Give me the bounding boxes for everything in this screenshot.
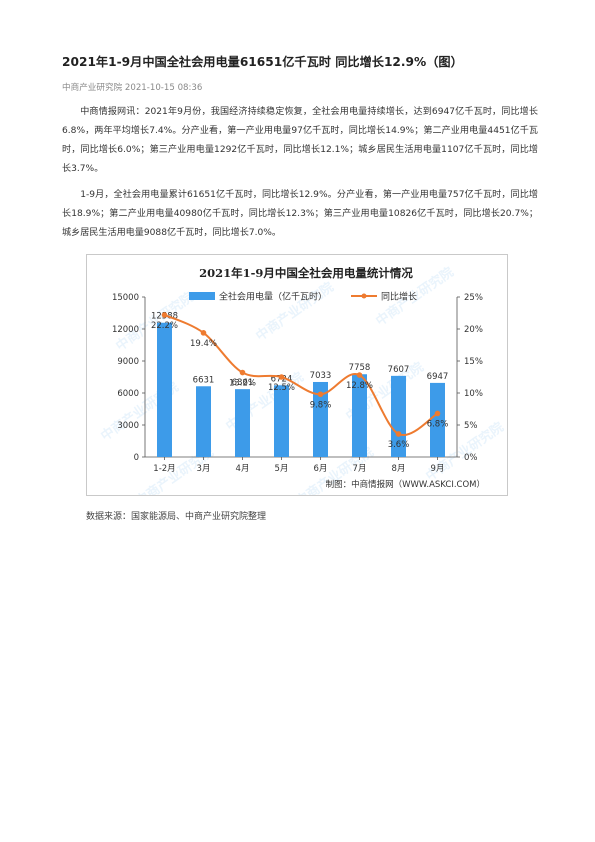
growth-point — [317, 391, 324, 398]
bar — [196, 386, 211, 457]
y-tick-label: 6000 — [117, 389, 139, 399]
bar — [157, 322, 172, 457]
legend-label-line: 同比增长 — [381, 291, 417, 303]
y2-tick-label: 20% — [464, 325, 483, 335]
article-paragraph: 中商情报网讯：2021年9月份，我国经济持续稳定恢复，全社会用电量持续增长，达到… — [62, 107, 538, 174]
x-tick-label: 8月 — [392, 464, 406, 474]
growth-point — [395, 431, 402, 437]
growth-value-label: 3.6% — [388, 440, 410, 450]
y2-tick-label: 5% — [464, 421, 478, 431]
x-tick-label: 5月 — [275, 464, 289, 474]
y-tick-label: 12000 — [112, 325, 139, 335]
growth-value-label: 19.4% — [190, 339, 217, 349]
x-tick-label: 9月 — [431, 464, 445, 474]
legend-swatch-bar — [189, 292, 215, 300]
source-note: 数据来源：国家能源局、中商产业研究院整理 — [86, 512, 267, 522]
bar-value-label: 7033 — [310, 371, 332, 381]
growth-value-label: 22.2% — [151, 321, 178, 331]
bar-value-label: 7607 — [388, 365, 410, 375]
bar — [391, 375, 406, 457]
x-tick-label: 4月 — [236, 464, 250, 474]
bar-value-label: 7758 — [349, 363, 371, 373]
bar-value-label: 6947 — [427, 372, 449, 382]
y-tick-label: 9000 — [117, 357, 139, 367]
x-tick-label: 3月 — [197, 464, 211, 474]
page-title: 2021年1-9月中国全社会用电量61651亿千瓦时 同比增长12.9%（图） — [62, 55, 463, 69]
growth-point — [356, 372, 363, 378]
growth-value-label: 13.2% — [229, 379, 256, 389]
growth-point — [434, 410, 441, 417]
bar-value-label: 6631 — [193, 375, 215, 385]
chart-credit: 制图：中商情报网（WWW.ASKCI.COM） — [326, 479, 485, 490]
growth-point — [200, 330, 207, 336]
y2-tick-label: 15% — [464, 357, 483, 367]
y-tick-label: 3000 — [117, 421, 139, 431]
y2-tick-label: 25% — [464, 293, 483, 303]
legend-marker-line — [361, 293, 367, 299]
watermark: 中商产业研究院 — [253, 279, 337, 344]
growth-value-label: 9.8% — [310, 400, 332, 410]
bar — [430, 382, 445, 457]
chart-title: 2021年1-9月中国全社会用电量统计情况 — [199, 266, 413, 280]
growth-value-label: 6.8% — [427, 419, 449, 429]
x-tick-label: 6月 — [314, 464, 328, 474]
bar — [352, 374, 367, 457]
growth-point — [278, 374, 285, 380]
article-paragraph: 1-9月，全社会用电量累计61651亿千瓦时，同比增长12.9%。分产业看，第一… — [62, 190, 538, 238]
chart: 中商产业研究院 中商产业研究院 中商产业研究院 中商产业研究院 中商产业研究院 中商产业研… — [86, 254, 508, 496]
x-tick-label: 1-2月 — [153, 464, 175, 474]
y2-tick-label: 10% — [464, 389, 483, 399]
x-tick-label: 7月 — [353, 464, 367, 474]
bar-value-label: 6361 — [232, 378, 254, 388]
bar — [235, 389, 250, 457]
article-meta: 中商产业研究院 2021-10-15 08:36 — [62, 83, 203, 93]
growth-point — [239, 369, 246, 376]
bar — [274, 385, 289, 457]
growth-value-label: 12.8% — [346, 381, 373, 391]
bar — [313, 381, 328, 457]
y2-tick-label: 0% — [464, 453, 478, 463]
legend-label-bar: 全社会用电量（亿千瓦时） — [219, 291, 327, 303]
y-tick-label: 15000 — [112, 293, 139, 303]
y-tick-label: 0 — [134, 453, 139, 463]
growth-point — [161, 312, 168, 318]
growth-value-label: 12.5% — [268, 383, 295, 393]
growth-line — [164, 314, 439, 437]
